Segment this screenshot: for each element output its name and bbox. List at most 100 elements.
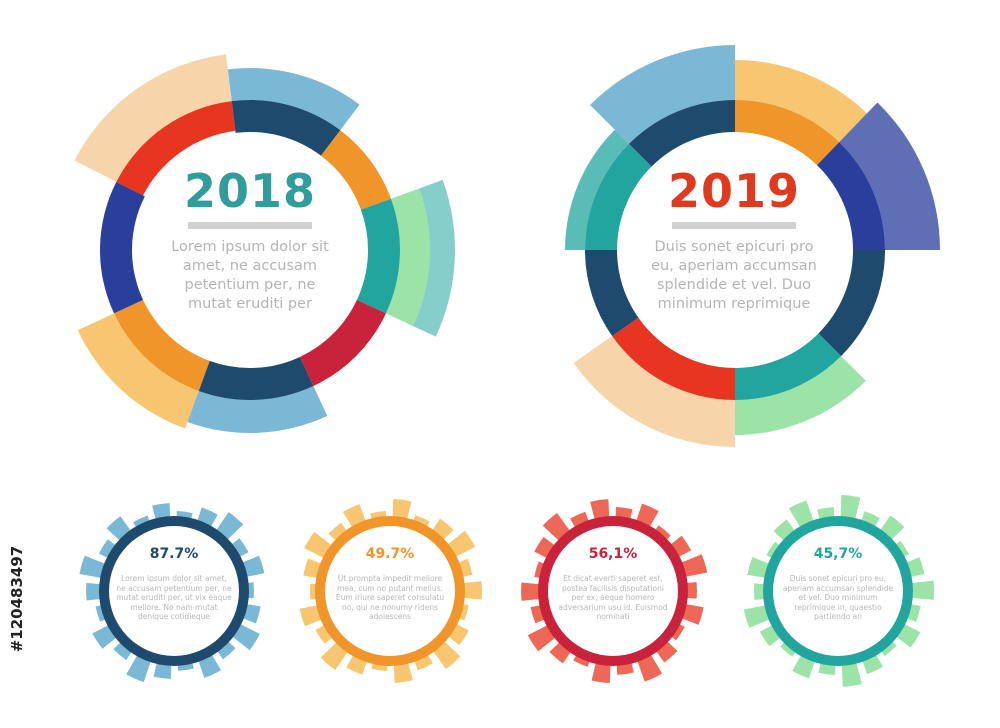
ring-2019-segment-6-layer-1 [585, 250, 639, 337]
ring-2019-segment-5-layer-2 [612, 317, 735, 400]
ring-2019-segment-7-layer-1 [565, 129, 629, 250]
small-ring-4-band-a [838, 516, 913, 666]
ring-2018-segment-4-layer-3 [356, 198, 400, 314]
small-ring-3-tooth-7 [679, 603, 704, 625]
big-circle-2019-text: Duis sonet epicuri pro eu, aperiam accum… [634, 238, 834, 314]
small-ring-3-tooth-17 [520, 582, 542, 601]
ring-2018-segment-8-layer-1 [99, 181, 145, 314]
small-ring-1-tooth-17 [85, 582, 103, 601]
small-ring-3-band-a [613, 516, 688, 666]
small-ring-3-tooth-12 [591, 661, 611, 683]
ring-2018-segment-7-layer-2 [114, 299, 210, 391]
text-line: reprimique in, quaestio [794, 602, 882, 612]
small-ring-4-band-b [763, 516, 838, 666]
small-ring-3-tooth-10 [636, 652, 663, 682]
text-line: postea facilisis disputationi [562, 583, 664, 593]
text-line: adolescens [369, 612, 411, 621]
small-ring-2-tooth-6 [461, 581, 483, 600]
small-ring-4-tooth-18 [747, 557, 772, 579]
ring-2018-segment-3-layer-1 [321, 130, 391, 210]
text-line: mutat eruditi per [188, 296, 312, 312]
big-circle-2018-underline [188, 222, 312, 229]
small-ring-2-tooth-1 [392, 499, 412, 521]
small-ring-2-tooth-15 [315, 624, 334, 644]
small-ring-4-tooth-1 [840, 495, 861, 521]
text-line: splendide et vel. Duo [656, 277, 812, 293]
text-line: aperiam accumsan splendide [782, 583, 894, 593]
ring-2019-segment-4-layer-1 [735, 356, 866, 435]
text-line: amet, ne accusam [182, 258, 318, 274]
ring-2018-segment-5-layer-1 [299, 299, 386, 386]
small-circle-4-percent: 45,7% [813, 546, 863, 562]
ring-2018-segment-4-layer-2 [413, 179, 456, 337]
text-line: minimum reprimique [657, 296, 811, 312]
text-line: Duis sonet epicuri pro [654, 239, 814, 255]
small-ring-1-band-a [174, 516, 249, 666]
text-line: mutat eruditi per, ut vix eaque [116, 593, 232, 602]
ring-2018-segment-6-layer-1 [187, 385, 328, 433]
small-ring-4-tooth-21 [788, 500, 815, 530]
small-ring-3-tooth-3 [654, 525, 671, 542]
ring-2019-segment-3-layer-1 [818, 250, 885, 357]
ring-2018-segment-1-layer-1 [74, 54, 232, 182]
small-ring-2-tooth-11 [393, 660, 413, 683]
small-ring-3-tooth-5 [679, 554, 708, 578]
ring-2018-segment-2-layer-1 [227, 68, 360, 131]
ring-2018-segment-2-layer-2 [231, 100, 341, 156]
text-line: eu, aperiam accumsan [651, 258, 817, 274]
small-ring-4-tooth-11 [841, 660, 862, 687]
text-line: petentium per, ne [184, 277, 316, 293]
small-ring-3-tooth-8 [669, 623, 685, 641]
small-ring-1-tooth-19 [98, 539, 118, 559]
small-ring-4-tooth-9 [879, 640, 897, 657]
small-ring-4-tooth-14 [780, 640, 797, 657]
ring-2019-segment-1-layer-2 [735, 100, 840, 166]
ring-2019-segment-1-layer-1 [735, 60, 867, 143]
small-ring-1-tooth-9 [215, 640, 236, 660]
text-line: meliore. No nam mutat [130, 602, 218, 612]
small-ring-4-tooth-4 [894, 540, 909, 558]
small-ring-4-tooth-16 [743, 604, 772, 628]
stock-id-label: #120483497 [6, 484, 28, 714]
small-ring-1-band-b [99, 516, 174, 666]
ring-2018-segment-4-layer-1 [385, 188, 430, 327]
small-ring-2-band-b [315, 516, 390, 666]
small-ring-2-tooth-20 [328, 522, 349, 542]
text-line: per ex, aeque homero [571, 593, 655, 602]
small-ring-1-tooth-14 [113, 640, 133, 661]
text-line: denique cotidieque [137, 612, 211, 621]
text-line: Et dicat everti saperet est, [563, 574, 663, 583]
text-line: et vel. Duo minimum [798, 593, 878, 602]
small-circle-3-percent: 56,1% [588, 546, 638, 562]
small-ring-1-tooth-18 [79, 555, 108, 579]
ring-2018-segment-6-layer-2 [198, 356, 314, 400]
small-circle-1-percent: 87.7% [149, 546, 199, 562]
small-ring-4-tooth-19 [766, 541, 782, 559]
small-ring-1-tooth-4 [230, 538, 249, 558]
ring-2019-segment-8-layer-1 [590, 45, 735, 144]
ring-2019-segment-7-layer-2 [585, 143, 652, 250]
text-line: ne accusam petentium per, ne [116, 583, 232, 593]
text-line: Lorem ipsum dolor sit [171, 239, 329, 255]
stock-id-text: #120483497 [8, 545, 26, 653]
small-circle-3-text: Et dicat everti saperet est, postea faci… [548, 574, 678, 622]
small-ring-1-tooth-13 [126, 653, 152, 683]
ring-2019-segment-8-layer-2 [628, 100, 735, 167]
text-line: partiendo an [814, 612, 862, 621]
small-ring-3-band-b [538, 516, 613, 666]
text-line: Eum iriure saperet consulatu [335, 593, 445, 602]
ring-2019-segment-2-layer-2 [816, 142, 885, 250]
text-line: no, qui ne nonumy ridens [341, 602, 439, 612]
ring-2019-segment-5-layer-1 [573, 336, 735, 447]
small-circle-1-text: Lorem ipsum dolor sit amet, ne accusam p… [109, 574, 239, 622]
big-circle-2018-title: 2018 [183, 164, 317, 218]
small-ring-2-band-a [390, 516, 465, 666]
text-line: Duis sonet epicuri pro eu, [789, 574, 887, 583]
small-circle-4-text: Duis sonet epicuri pro eu, aperiam accum… [773, 574, 903, 622]
text-line: Lorem ipsum dolor sit amet, [121, 574, 227, 583]
small-circle-2-text: Ut prompta impedit meliore mea, cum no p… [325, 574, 455, 622]
ring-2019-segment-2-layer-1 [839, 102, 940, 250]
small-circle-2-percent: 49.7% [365, 546, 415, 562]
